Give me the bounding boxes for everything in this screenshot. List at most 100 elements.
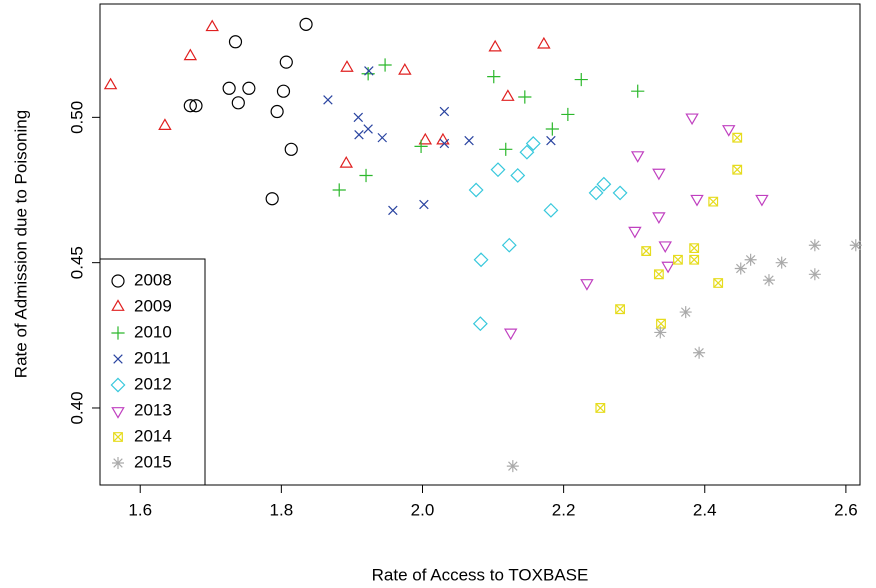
legend-marker	[112, 457, 124, 469]
point	[158, 118, 172, 130]
point	[661, 261, 675, 274]
point	[501, 89, 515, 101]
point	[490, 162, 506, 178]
point	[473, 252, 489, 268]
point	[673, 254, 683, 265]
legend-box	[99, 258, 206, 486]
point	[689, 243, 700, 254]
point	[377, 132, 388, 143]
x-tick-label: 1.8	[270, 500, 294, 519]
legend-marker	[110, 377, 126, 393]
point	[270, 104, 284, 119]
point	[299, 17, 313, 31]
point	[762, 274, 775, 287]
point	[652, 168, 666, 181]
legend-label: 2008	[134, 270, 172, 289]
legend-label: 2013	[134, 400, 172, 419]
point	[596, 176, 612, 192]
point	[732, 132, 743, 143]
point	[679, 306, 692, 319]
point	[615, 304, 625, 315]
x-tick-label: 2.6	[834, 500, 858, 519]
point	[354, 130, 364, 140]
y-tick-label: 0.45	[67, 246, 86, 279]
point	[755, 194, 769, 207]
point	[537, 36, 551, 49]
point	[183, 48, 198, 61]
point	[656, 318, 666, 329]
point	[242, 81, 256, 95]
point	[364, 66, 374, 76]
point	[652, 212, 666, 224]
point	[103, 77, 118, 90]
legend-label: 2012	[134, 374, 172, 393]
x-axis-label: Rate of Access to TOXBASE	[372, 565, 589, 584]
point	[378, 58, 392, 72]
point	[510, 168, 526, 183]
point	[808, 239, 821, 252]
point	[734, 262, 747, 275]
x-tick-label: 1.6	[128, 500, 152, 519]
point	[439, 106, 450, 117]
legend-label: 2015	[134, 452, 172, 471]
point	[631, 84, 645, 98]
legend-label: 2010	[134, 322, 172, 341]
point	[222, 81, 236, 95]
point	[849, 239, 862, 252]
point	[545, 122, 559, 136]
point	[332, 183, 346, 197]
point	[713, 278, 724, 288]
point	[228, 35, 243, 49]
x-tick-label: 2.4	[693, 500, 717, 519]
y-axis-label: Rate of Admission due to Poisoning	[11, 110, 30, 378]
point	[464, 135, 474, 146]
point	[488, 39, 502, 52]
point	[641, 246, 652, 256]
y-tick-label: 0.40	[67, 391, 86, 424]
point	[503, 328, 518, 341]
point	[231, 96, 245, 110]
point	[472, 316, 488, 332]
point	[323, 95, 333, 105]
point	[612, 185, 628, 201]
point	[388, 205, 398, 216]
point	[630, 151, 645, 163]
point	[284, 142, 298, 156]
point	[543, 202, 559, 218]
point	[525, 136, 541, 151]
point	[518, 90, 532, 104]
point	[487, 70, 501, 84]
legend-marker	[111, 326, 125, 340]
point	[363, 124, 373, 134]
point	[279, 55, 293, 69]
point	[546, 135, 556, 146]
point	[414, 139, 428, 154]
point	[693, 346, 706, 359]
y-tick-label: 0.50	[67, 101, 86, 134]
point	[654, 326, 667, 339]
point	[183, 99, 197, 113]
point	[685, 113, 699, 126]
point	[353, 112, 364, 123]
point	[339, 156, 354, 168]
point	[276, 84, 291, 98]
legend-label: 2009	[134, 296, 172, 315]
point	[561, 107, 575, 122]
point	[468, 182, 484, 198]
point	[588, 185, 604, 201]
point	[189, 99, 203, 113]
point	[439, 138, 450, 149]
point	[519, 144, 535, 160]
legend-label: 2011	[134, 348, 171, 367]
point	[340, 60, 354, 72]
point	[722, 125, 736, 137]
plot-frame	[99, 3, 861, 486]
point	[744, 253, 757, 266]
point	[265, 192, 279, 206]
point	[506, 460, 519, 473]
point	[690, 194, 704, 207]
point	[418, 132, 433, 145]
point	[808, 268, 821, 281]
x-tick-label: 2.2	[552, 500, 576, 519]
